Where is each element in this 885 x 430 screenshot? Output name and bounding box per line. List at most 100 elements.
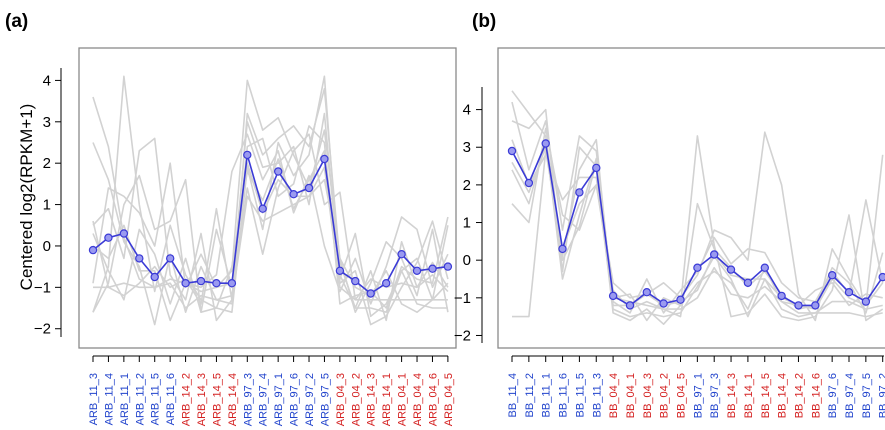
- y-tick-label: 2: [43, 155, 51, 172]
- x-tick-label: BB_04_1: [625, 373, 637, 418]
- x-tick-label: ARB_97_2: [304, 373, 316, 426]
- x-tick-label: BB_97_5: [861, 373, 873, 418]
- background-series-line: [511, 90, 883, 318]
- x-tick-label: ARB_97_1: [273, 373, 285, 426]
- x-tick-label: ARB_11_6: [165, 373, 177, 425]
- mean-data-point: [351, 276, 360, 286]
- x-tick-label: ARB_97_3: [242, 373, 254, 426]
- background-series-line: [92, 137, 449, 322]
- x-tick-label: ARB_04_1: [397, 373, 409, 426]
- y-tick-label: 3: [463, 139, 471, 156]
- x-tick-label: ARB_14_1: [381, 373, 393, 426]
- panel-b-mean-series: [507, 139, 885, 310]
- mean-data-point: [710, 250, 719, 259]
- mean-data-point: [507, 146, 517, 156]
- panel-a-background-lines: [92, 75, 449, 326]
- y-tick-label: 1: [463, 215, 471, 232]
- mean-data-point: [212, 279, 221, 288]
- mean-data-point: [320, 154, 329, 164]
- mean-data-point: [181, 279, 190, 288]
- mean-data-point: [558, 244, 567, 254]
- background-series-line: [92, 150, 449, 322]
- x-tick-label: BB_04_4: [608, 373, 620, 418]
- panel-a-frame: [78, 47, 457, 349]
- mean-data-point: [743, 278, 753, 287]
- panel-b-frame: [497, 47, 885, 349]
- y-tick-label: −1: [34, 279, 51, 296]
- mean-data-point: [196, 276, 206, 286]
- background-series-line: [511, 108, 884, 325]
- mean-data-point: [165, 254, 175, 263]
- mean-data-point: [693, 263, 702, 272]
- x-tick-label: BB_97_1: [692, 373, 704, 418]
- x-tick-label: ARB_11_4: [103, 373, 115, 425]
- x-tick-label: ARB_97_6: [289, 373, 301, 426]
- panel-b: (b) −2 −1 0 1 2 3 4 BB_11_4 BB_11_2 BB_11_1 BB_11…: [454, 11, 885, 418]
- background-series-line: [92, 133, 449, 326]
- x-tick-label: ARB_14_2: [181, 373, 193, 426]
- y-tick-label: 2: [463, 177, 471, 194]
- x-tick-label: BB_97_3: [709, 373, 721, 418]
- y-tick-label: 0: [43, 238, 51, 255]
- x-tick-label: BB_04_2: [659, 373, 671, 418]
- panel-b-label: (b): [472, 11, 496, 32]
- y-tick-label: 3: [43, 114, 51, 131]
- mean-data-point: [760, 263, 770, 272]
- mean-data-point: [243, 150, 252, 160]
- mean-data-point: [861, 297, 871, 306]
- x-tick-label: BB_11_6: [558, 373, 570, 417]
- y-tick-label: 4: [43, 72, 51, 89]
- mean-data-point: [726, 265, 736, 274]
- x-tick-label: ARB_11_3: [88, 373, 100, 425]
- mean-data-point: [304, 183, 314, 193]
- y-tick-label: −2: [34, 321, 51, 338]
- mean-data-point: [135, 254, 144, 263]
- mean-data-point: [397, 249, 406, 259]
- x-tick-label: BB_04_3: [642, 373, 654, 418]
- mean-data-point: [428, 264, 437, 273]
- x-tick-label: ARB_11_2: [134, 373, 146, 425]
- y-tick-label: 1: [43, 197, 51, 214]
- mean-data-point: [541, 139, 550, 148]
- y-tick-label: −2: [454, 327, 471, 344]
- x-tick-label: BB_14_2: [793, 373, 805, 418]
- mean-data-point: [878, 272, 885, 282]
- x-tick-label: ARB_97_5: [319, 373, 331, 426]
- x-tick-label: BB_14_4: [777, 373, 789, 418]
- mean-data-point: [104, 233, 113, 242]
- mean-data-point: [366, 289, 375, 298]
- x-tick-label: ARB_04_4: [412, 373, 424, 426]
- y-tick-label: 0: [463, 252, 471, 269]
- x-tick-label: BB_11_1: [541, 373, 553, 417]
- mean-data-point: [443, 262, 453, 271]
- x-tick-label: BB_14_6: [810, 373, 822, 418]
- panel-b-y-ticks: −2 −1 0 1 2 3 4: [454, 102, 482, 344]
- y-tick-label: −1: [454, 290, 471, 307]
- mean-data-point: [88, 245, 98, 255]
- background-series-line: [93, 162, 448, 301]
- x-tick-label: BB_97_4: [844, 373, 856, 418]
- x-tick-label: ARB_97_4: [258, 373, 270, 426]
- x-tick-label: BB_11_2: [524, 373, 536, 417]
- mean-data-point: [794, 301, 803, 310]
- x-tick-label: BB_97_2: [878, 373, 885, 418]
- x-tick-label: BB_14_3: [726, 373, 738, 418]
- x-tick-label: BB_11_4: [507, 373, 519, 417]
- background-series-line: [511, 127, 884, 322]
- y-tick-label: 4: [463, 102, 471, 119]
- x-tick-label: ARB_04_6: [427, 373, 439, 426]
- x-tick-label: ARB_14_5: [211, 373, 223, 426]
- mean-data-point: [659, 299, 668, 308]
- mean-data-point: [382, 279, 391, 288]
- mean-data-point: [811, 301, 820, 310]
- x-tick-label: ARB_14_3: [366, 373, 378, 426]
- mean-data-point: [274, 167, 283, 176]
- mean-data-point: [828, 271, 837, 280]
- mean-data-point: [592, 163, 601, 173]
- panel-a: (a) Centered log2(RPKM+1) −2 −1 0 1 2 3 4 ARB_…: [5, 11, 457, 426]
- mean-data-point: [575, 188, 584, 197]
- x-tick-label: ARB_04_3: [335, 373, 347, 426]
- mean-data-point: [524, 178, 534, 188]
- background-series-line: [511, 146, 883, 314]
